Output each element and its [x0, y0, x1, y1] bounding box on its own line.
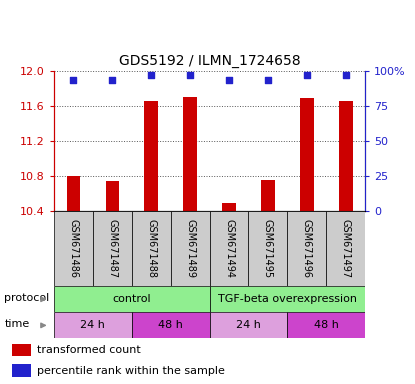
- Bar: [66, 176, 80, 211]
- Bar: [183, 97, 197, 211]
- Text: GSM671488: GSM671488: [146, 219, 156, 278]
- Bar: [54, 312, 132, 338]
- Bar: [105, 181, 119, 211]
- Bar: [222, 203, 236, 211]
- Text: GSM671486: GSM671486: [68, 219, 78, 278]
- Text: control: control: [112, 294, 151, 304]
- Point: [187, 72, 193, 78]
- Bar: [287, 211, 326, 286]
- Bar: [210, 286, 365, 312]
- Text: protocol: protocol: [4, 293, 49, 303]
- Text: 24 h: 24 h: [236, 320, 261, 330]
- Bar: [144, 101, 158, 211]
- Bar: [132, 312, 210, 338]
- Text: GSM671496: GSM671496: [302, 219, 312, 278]
- Text: percentile rank within the sample: percentile rank within the sample: [37, 366, 225, 376]
- Point: [303, 72, 310, 78]
- Bar: [287, 312, 365, 338]
- Text: GSM671494: GSM671494: [224, 219, 234, 278]
- Bar: [54, 211, 93, 286]
- Point: [70, 78, 77, 84]
- Text: GSM671497: GSM671497: [341, 219, 351, 278]
- Text: GSM671489: GSM671489: [185, 219, 195, 278]
- Text: GSM671495: GSM671495: [263, 219, 273, 278]
- Bar: [171, 211, 210, 286]
- Text: TGF-beta overexpression: TGF-beta overexpression: [218, 294, 357, 304]
- Bar: [249, 211, 287, 286]
- Bar: [93, 211, 132, 286]
- Text: 48 h: 48 h: [314, 320, 339, 330]
- Text: 48 h: 48 h: [158, 320, 183, 330]
- Point: [342, 72, 349, 78]
- Bar: [54, 286, 210, 312]
- Title: GDS5192 / ILMN_1724658: GDS5192 / ILMN_1724658: [119, 54, 300, 68]
- Bar: [261, 180, 275, 211]
- Point: [148, 72, 154, 78]
- Bar: [210, 211, 249, 286]
- Bar: [210, 312, 287, 338]
- Bar: [300, 98, 314, 211]
- Point: [109, 78, 116, 84]
- Bar: [12, 344, 31, 356]
- Bar: [326, 211, 365, 286]
- Point: [226, 78, 232, 84]
- Bar: [339, 101, 353, 211]
- Point: [265, 78, 271, 84]
- Bar: [12, 364, 31, 377]
- Text: transformed count: transformed count: [37, 345, 140, 355]
- Text: 24 h: 24 h: [81, 320, 105, 330]
- Bar: [132, 211, 171, 286]
- Text: time: time: [4, 319, 29, 329]
- Text: GSM671487: GSM671487: [107, 219, 117, 278]
